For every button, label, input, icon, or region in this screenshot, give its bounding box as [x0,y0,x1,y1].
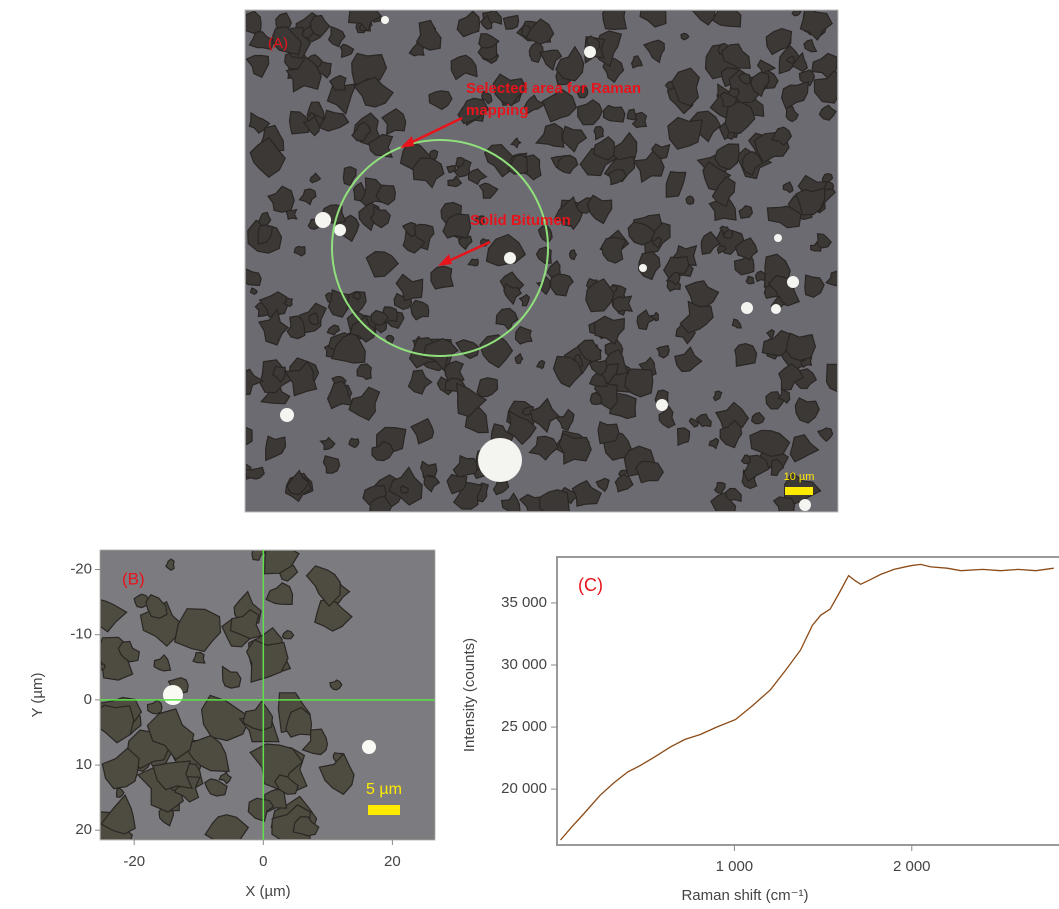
x-axis-label: Raman shift (cm⁻¹) [681,887,808,904]
texture [603,0,627,29]
panel-label: (C) [578,575,603,595]
bright-spot [362,740,376,754]
bright-spot [478,438,522,482]
texture [613,296,632,312]
annotation: Selected area for Raman mapping [466,78,666,122]
bright-spot [656,399,668,411]
texture [712,2,741,27]
y-tick-label: 35 000 [501,594,547,611]
y-axis-label: Y (µm) [29,672,46,717]
texture [235,428,253,445]
scale-bar-label: 10 µm [784,471,815,483]
panel-label: (A) [268,35,288,52]
annotation: Solid Bitumen [470,212,571,229]
bright-spot [639,264,647,272]
bright-spot [381,16,389,24]
texture [598,422,619,444]
texture [735,344,757,367]
y-tick-label: 10 [75,756,92,773]
texture [431,266,453,289]
texture [756,271,766,281]
bright-spot [741,302,753,314]
x-tick-label: 0 [259,853,267,870]
texture [97,664,105,671]
x-tick-label: 1 000 [716,858,754,875]
figure: (A) 10 µm (B) 5 µm -20 0 20 -20 -10 0 10 20 X (… [0,0,1059,909]
bright-spot [774,234,782,242]
bright-spot [334,224,346,236]
texture [824,182,833,190]
texture [240,11,261,33]
y-tick-label: 20 000 [501,780,547,797]
x-tick-label: -20 [123,853,145,870]
x-tick-label: 2 000 [893,858,931,875]
texture [559,434,591,464]
bright-spot [163,685,183,705]
texture [786,333,815,360]
scale-bar [368,805,400,815]
y-tick-label: -20 [70,561,92,578]
texture [792,8,801,16]
texture [504,15,519,29]
bright-spot [787,276,799,288]
bright-spot [315,212,331,228]
bright-spot [771,304,781,314]
y-tick-label: 20 [75,821,92,838]
texture [323,456,339,473]
texture [657,346,669,358]
bright-spot [280,408,294,422]
bright-spot [799,499,811,511]
scale-bar [785,487,813,495]
texture [827,364,847,391]
figure-canvas: (A) 10 µm (B) 5 µm -20 0 20 -20 -10 0 10 20 X (… [0,0,1059,909]
x-axis-label: X (µm) [245,883,290,900]
panel-label: (B) [122,569,145,588]
y-tick-label: 0 [84,691,92,708]
y-tick-label: 30 000 [501,656,547,673]
x-tick-label: 20 [384,853,401,870]
scale-bar-label: 5 µm [366,781,402,798]
y-tick-label: -10 [70,626,92,643]
texture [686,196,694,204]
y-axis-label: Intensity (counts) [461,638,478,752]
bright-spot [584,46,596,58]
bright-spot [504,252,516,264]
texture [746,276,754,284]
y-tick-label: 25 000 [501,718,547,735]
plot-area [557,557,1059,845]
